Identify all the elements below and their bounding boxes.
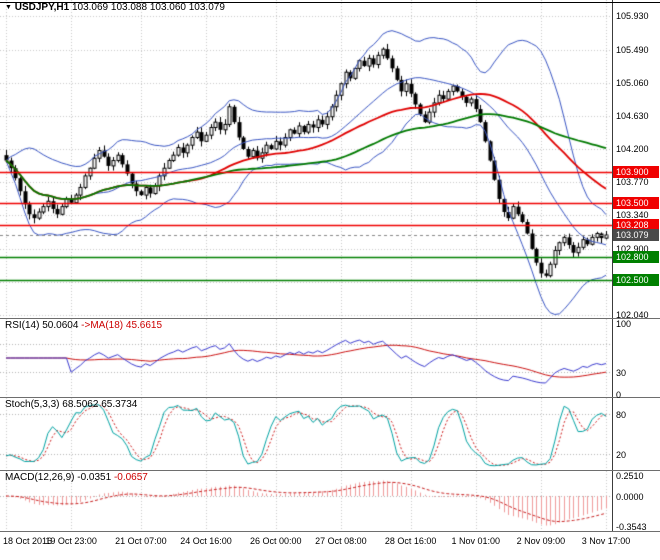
- price-axis-label: 105.060: [616, 77, 649, 88]
- time-axis-label: 21 Oct 07:00: [115, 536, 167, 546]
- time-axis-label: 28 Oct 16:00: [384, 536, 437, 546]
- macd-label: MACD(12,26,9): [5, 472, 75, 483]
- time-axis-label: 27 Oct 08:00: [315, 536, 367, 546]
- rsi-value: 50.0604: [42, 320, 79, 331]
- macd-axis-label: 0.0000: [616, 492, 644, 502]
- time-axis-label: 3 Nov 17:00: [581, 536, 631, 546]
- stochastic-title: Stoch(5,3,3) 68.5062 65.3734: [5, 399, 137, 410]
- price-level-tag: 103.500: [613, 196, 659, 209]
- rsi-axis-label: 30: [616, 368, 627, 379]
- rsi-title: RSI(14) 50.0604 ->MA(18) 45.6615: [5, 320, 162, 331]
- price-chart-canvas[interactable]: [0, 0, 612, 318]
- symbol-timeframe-label: USDJPY,H1: [14, 2, 70, 13]
- time-axis[interactable]: 18 Oct 2016 19 Oct 23:00 21 Oct 07:00 24 Oc…: [0, 532, 660, 560]
- macd-axis-label: 0.2510: [616, 471, 644, 482]
- price-axis-label: 103.340: [616, 210, 649, 221]
- price-axis-label: 102.900: [616, 243, 649, 254]
- price-axis-label: 104.200: [616, 144, 649, 154]
- macd-canvas[interactable]: [0, 471, 612, 531]
- stochastic-canvas[interactable]: [0, 398, 612, 470]
- chart-top-border: [0, 2, 660, 3]
- current-price-tag: 103.079: [613, 229, 659, 242]
- ohlc-values: 103.069 103.088 103.060 103.079: [71, 2, 225, 13]
- macd-signal-value: -0.0657: [113, 472, 148, 483]
- macd-value: -0.0351: [77, 472, 112, 483]
- rsi-canvas[interactable]: [0, 319, 612, 397]
- stoch-axis-label: 20: [616, 449, 627, 460]
- price-axis-label: 105.930: [616, 11, 649, 22]
- macd-title: MACD(12,26,9) -0.0351 -0.0657: [5, 472, 148, 483]
- main-chart-panel: ▼ USDJPY,H1 103.069 103.088 103.060 103.…: [0, 0, 660, 320]
- rsi-panel: RSI(14) 50.0604 ->MA(18) 45.6615 100 30 0: [0, 319, 660, 400]
- rsi-axis[interactable]: 100 30 0: [612, 319, 660, 400]
- time-axis-label: 18 Oct 2016: [3, 536, 53, 546]
- price-axis-label: 105.490: [616, 44, 649, 55]
- stoch-label: Stoch(5,3,3): [5, 399, 60, 410]
- price-axis[interactable]: 105.930 105.490 105.060 104.630 104.200 103.7…: [612, 0, 660, 320]
- price-level-tag: 102.800: [613, 250, 659, 263]
- rsi-axis-label: 100: [616, 319, 632, 329]
- time-axis-label: 26 Oct 00:00: [249, 536, 302, 546]
- stochastic-axis[interactable]: 80 20: [612, 398, 660, 470]
- time-axis-label: 19 Oct 23:00: [45, 536, 97, 546]
- stoch-signal-value: 65.3734: [101, 399, 138, 410]
- price-level-tag: 103.208: [613, 219, 659, 232]
- stochastic-panel: Stoch(5,3,3) 68.5062 65.3734 80 20: [0, 398, 660, 471]
- price-axis-label: 104.630: [616, 110, 649, 121]
- rsi-axis-label: 0: [616, 390, 622, 400]
- price-level-tag: 103.900: [613, 166, 659, 179]
- price-level-tag: 102.500: [613, 273, 659, 286]
- time-axis-label: 24 Oct 16:00: [180, 536, 232, 546]
- stoch-value: 68.5062: [62, 399, 99, 410]
- stoch-axis-label: 80: [616, 410, 627, 421]
- macd-axis[interactable]: 0.2510 0.0000 -0.3543: [612, 471, 660, 532]
- macd-axis-label: -0.3543: [616, 521, 647, 532]
- rsi-label: RSI(14): [5, 320, 40, 331]
- chart-title: ▼ USDJPY,H1 103.069 103.088 103.060 103.…: [5, 2, 225, 13]
- macd-panel: MACD(12,26,9) -0.0351 -0.0657 0.2510 0.00…: [0, 471, 660, 532]
- price-axis-label: 103.770: [616, 177, 649, 188]
- rsi-ma-value: 45.6615: [125, 320, 163, 331]
- time-axis-label: 1 Nov 01:00: [451, 536, 501, 546]
- price-axis-label: 102.040: [616, 309, 649, 320]
- symbol-marker-icon: ▼: [5, 4, 12, 11]
- rsi-ma-label: ->MA(18): [81, 320, 124, 331]
- time-axis-label: 2 Nov 09:00: [516, 536, 566, 546]
